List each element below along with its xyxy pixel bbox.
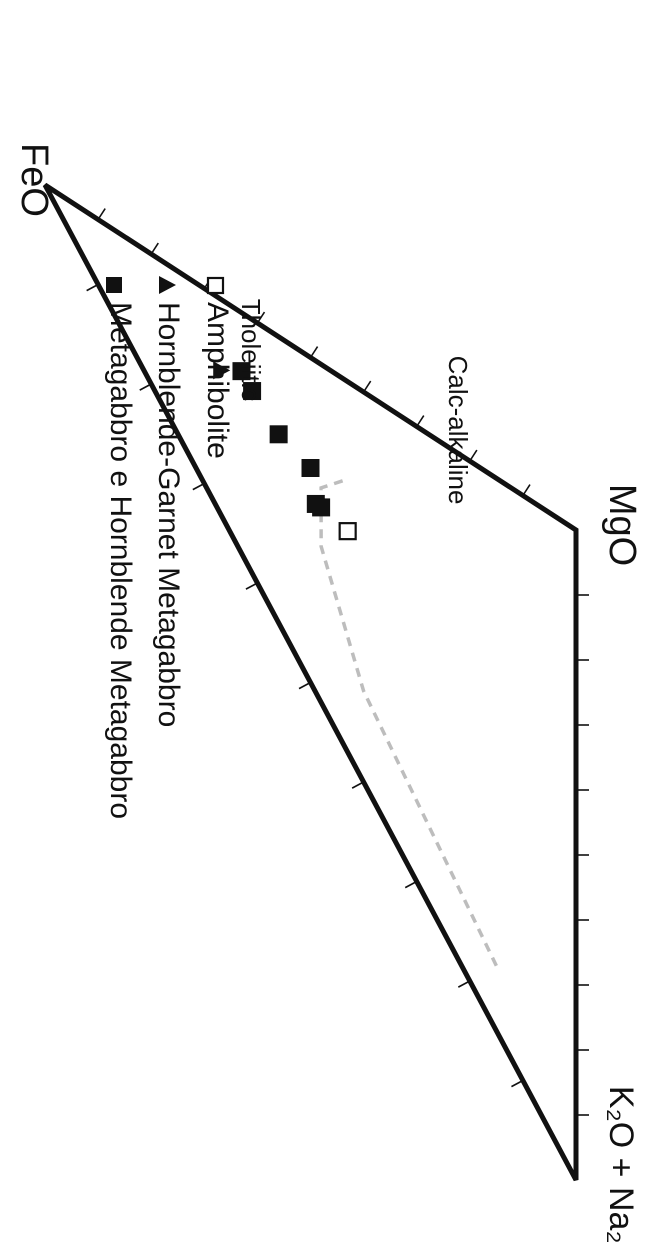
data-point-filled-square	[243, 382, 262, 401]
tick-mark	[86, 283, 99, 292]
data-point-open-square	[338, 522, 357, 541]
data-point-filled-triangle	[213, 361, 231, 380]
data-point-filled-square	[312, 498, 331, 517]
tick-mark	[245, 582, 258, 590]
rotated-diagram-group: FeO K₂O + Na₂O MgO Tholeiitic Calc-alkal…	[13, 143, 643, 1245]
tick-mark	[362, 380, 372, 393]
tholeiitic-calc-alkaline-boundary	[319, 477, 498, 967]
legend-label-amphibolite: Amphibolite	[201, 302, 234, 459]
tick-mark	[522, 484, 531, 496]
tick-mark	[150, 242, 159, 255]
tick-mark	[256, 311, 266, 324]
legend-marker-filled-triangle	[159, 276, 176, 294]
tick-mark	[97, 208, 106, 220]
data-point-filled-square	[301, 459, 320, 477]
tick-mark	[139, 383, 152, 391]
field-label-calc-alkaline: Calc-alkaline	[443, 356, 473, 505]
vertex-label-alkalis: K₂O + Na₂O	[602, 1086, 640, 1245]
vertex-label-feo: FeO	[13, 143, 55, 217]
legend-marker-open-square	[206, 276, 225, 295]
legend: Metagabbro e Hornblende Metagabbro Hornb…	[104, 276, 234, 819]
legend-label-metagabbro: Metagabbro e Hornblende Metagabbro	[104, 302, 137, 819]
field-label-tholeiitic: Tholeiitic	[236, 299, 266, 402]
tick-mark	[309, 346, 319, 358]
tick-mark	[457, 980, 471, 988]
tick-mark	[416, 415, 425, 427]
data-point-filled-square	[232, 362, 251, 381]
tick-mark	[469, 449, 478, 462]
vertex-label-mgo: MgO	[601, 484, 643, 566]
tick-mark	[511, 1079, 524, 1088]
tick-mark	[298, 681, 311, 690]
tick-mark	[404, 880, 418, 889]
data-point-filled-square	[269, 425, 288, 444]
legend-label-hornblende-garnet: Hornblende-Garnet Metagabbro	[152, 302, 185, 727]
tick-mark	[192, 482, 205, 491]
tick-marks	[86, 208, 589, 1116]
legend-marker-filled-square	[106, 277, 122, 293]
tick-mark	[351, 781, 364, 789]
data-points	[213, 361, 357, 541]
